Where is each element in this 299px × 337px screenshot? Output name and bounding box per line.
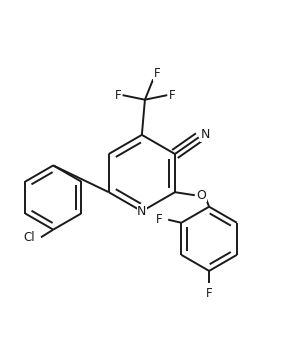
Text: F: F xyxy=(156,213,163,226)
Text: Cl: Cl xyxy=(23,231,35,244)
Text: F: F xyxy=(206,287,212,300)
Text: N: N xyxy=(201,128,210,142)
Text: N: N xyxy=(137,205,147,218)
Text: F: F xyxy=(115,89,121,102)
Text: F: F xyxy=(169,89,176,102)
Text: F: F xyxy=(154,67,161,80)
Text: O: O xyxy=(197,189,207,202)
